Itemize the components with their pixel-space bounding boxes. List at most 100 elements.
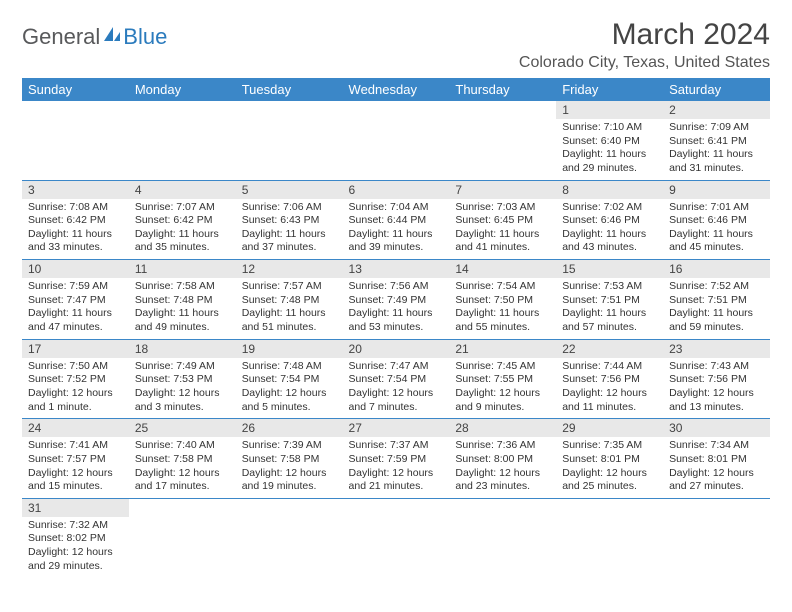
brand-part2: Blue xyxy=(123,24,167,50)
weekday-header: Monday xyxy=(129,78,236,101)
day-info: Sunrise: 7:34 AMSunset: 8:01 PMDaylight:… xyxy=(663,437,770,498)
day-number: 11 xyxy=(129,260,236,278)
day-info: Sunrise: 7:09 AMSunset: 6:41 PMDaylight:… xyxy=(663,119,770,180)
day-info: Sunrise: 7:59 AMSunset: 7:47 PMDaylight:… xyxy=(22,278,129,339)
day-info: Sunrise: 7:43 AMSunset: 7:56 PMDaylight:… xyxy=(663,358,770,419)
day-number: 2 xyxy=(663,101,770,119)
day-info: Sunrise: 7:47 AMSunset: 7:54 PMDaylight:… xyxy=(343,358,450,419)
day-number: 15 xyxy=(556,260,663,278)
calendar-row: 31Sunrise: 7:32 AMSunset: 8:02 PMDayligh… xyxy=(22,498,770,577)
brand-part1: General xyxy=(22,24,100,50)
sail-icon xyxy=(102,25,122,48)
calendar-cell: 4Sunrise: 7:07 AMSunset: 6:42 PMDaylight… xyxy=(129,180,236,260)
day-info: Sunrise: 7:48 AMSunset: 7:54 PMDaylight:… xyxy=(236,358,343,419)
calendar-cell: 19Sunrise: 7:48 AMSunset: 7:54 PMDayligh… xyxy=(236,339,343,419)
day-number: 21 xyxy=(449,340,556,358)
day-info: Sunrise: 7:36 AMSunset: 8:00 PMDaylight:… xyxy=(449,437,556,498)
calendar-cell: 25Sunrise: 7:40 AMSunset: 7:58 PMDayligh… xyxy=(129,419,236,499)
calendar-cell-empty xyxy=(236,101,343,180)
calendar-cell: 5Sunrise: 7:06 AMSunset: 6:43 PMDaylight… xyxy=(236,180,343,260)
day-info: Sunrise: 7:45 AMSunset: 7:55 PMDaylight:… xyxy=(449,358,556,419)
day-info: Sunrise: 7:52 AMSunset: 7:51 PMDaylight:… xyxy=(663,278,770,339)
weekday-header: Saturday xyxy=(663,78,770,101)
calendar-cell-empty xyxy=(556,498,663,577)
day-info: Sunrise: 7:07 AMSunset: 6:42 PMDaylight:… xyxy=(129,199,236,260)
day-number: 8 xyxy=(556,181,663,199)
calendar-cell: 9Sunrise: 7:01 AMSunset: 6:46 PMDaylight… xyxy=(663,180,770,260)
day-info: Sunrise: 7:32 AMSunset: 8:02 PMDaylight:… xyxy=(22,517,129,578)
day-info: Sunrise: 7:35 AMSunset: 8:01 PMDaylight:… xyxy=(556,437,663,498)
calendar-cell: 24Sunrise: 7:41 AMSunset: 7:57 PMDayligh… xyxy=(22,419,129,499)
day-number: 7 xyxy=(449,181,556,199)
header: General Blue March 2024 Colorado City, T… xyxy=(22,18,770,72)
day-number: 20 xyxy=(343,340,450,358)
calendar-row: 24Sunrise: 7:41 AMSunset: 7:57 PMDayligh… xyxy=(22,419,770,499)
calendar-cell: 31Sunrise: 7:32 AMSunset: 8:02 PMDayligh… xyxy=(22,498,129,577)
calendar-cell: 14Sunrise: 7:54 AMSunset: 7:50 PMDayligh… xyxy=(449,260,556,340)
calendar-cell: 20Sunrise: 7:47 AMSunset: 7:54 PMDayligh… xyxy=(343,339,450,419)
day-number: 10 xyxy=(22,260,129,278)
day-info: Sunrise: 7:02 AMSunset: 6:46 PMDaylight:… xyxy=(556,199,663,260)
weekday-header: Thursday xyxy=(449,78,556,101)
weekday-header-row: SundayMondayTuesdayWednesdayThursdayFrid… xyxy=(22,78,770,101)
day-number: 22 xyxy=(556,340,663,358)
day-info: Sunrise: 7:56 AMSunset: 7:49 PMDaylight:… xyxy=(343,278,450,339)
day-info: Sunrise: 7:37 AMSunset: 7:59 PMDaylight:… xyxy=(343,437,450,498)
day-info: Sunrise: 7:03 AMSunset: 6:45 PMDaylight:… xyxy=(449,199,556,260)
day-info: Sunrise: 7:01 AMSunset: 6:46 PMDaylight:… xyxy=(663,199,770,260)
calendar-cell: 8Sunrise: 7:02 AMSunset: 6:46 PMDaylight… xyxy=(556,180,663,260)
day-info: Sunrise: 7:41 AMSunset: 7:57 PMDaylight:… xyxy=(22,437,129,498)
day-info: Sunrise: 7:40 AMSunset: 7:58 PMDaylight:… xyxy=(129,437,236,498)
calendar-cell: 3Sunrise: 7:08 AMSunset: 6:42 PMDaylight… xyxy=(22,180,129,260)
day-info: Sunrise: 7:53 AMSunset: 7:51 PMDaylight:… xyxy=(556,278,663,339)
calendar-cell-empty xyxy=(22,101,129,180)
day-number: 12 xyxy=(236,260,343,278)
calendar-cell-empty xyxy=(236,498,343,577)
day-number: 14 xyxy=(449,260,556,278)
day-info: Sunrise: 7:49 AMSunset: 7:53 PMDaylight:… xyxy=(129,358,236,419)
day-number: 1 xyxy=(556,101,663,119)
weekday-header: Friday xyxy=(556,78,663,101)
calendar-cell: 12Sunrise: 7:57 AMSunset: 7:48 PMDayligh… xyxy=(236,260,343,340)
day-number: 19 xyxy=(236,340,343,358)
calendar-cell: 21Sunrise: 7:45 AMSunset: 7:55 PMDayligh… xyxy=(449,339,556,419)
calendar-cell: 18Sunrise: 7:49 AMSunset: 7:53 PMDayligh… xyxy=(129,339,236,419)
calendar-row: 17Sunrise: 7:50 AMSunset: 7:52 PMDayligh… xyxy=(22,339,770,419)
calendar-cell: 10Sunrise: 7:59 AMSunset: 7:47 PMDayligh… xyxy=(22,260,129,340)
calendar-row: 1Sunrise: 7:10 AMSunset: 6:40 PMDaylight… xyxy=(22,101,770,180)
calendar-cell: 7Sunrise: 7:03 AMSunset: 6:45 PMDaylight… xyxy=(449,180,556,260)
day-info: Sunrise: 7:50 AMSunset: 7:52 PMDaylight:… xyxy=(22,358,129,419)
calendar-cell-empty xyxy=(449,101,556,180)
calendar-cell: 22Sunrise: 7:44 AMSunset: 7:56 PMDayligh… xyxy=(556,339,663,419)
calendar-body: 1Sunrise: 7:10 AMSunset: 6:40 PMDaylight… xyxy=(22,101,770,577)
day-info: Sunrise: 7:57 AMSunset: 7:48 PMDaylight:… xyxy=(236,278,343,339)
calendar-row: 10Sunrise: 7:59 AMSunset: 7:47 PMDayligh… xyxy=(22,260,770,340)
calendar-cell-empty xyxy=(129,498,236,577)
page-title: March 2024 xyxy=(519,18,770,52)
weekday-header: Tuesday xyxy=(236,78,343,101)
day-number: 27 xyxy=(343,419,450,437)
day-info: Sunrise: 7:54 AMSunset: 7:50 PMDaylight:… xyxy=(449,278,556,339)
weekday-header: Wednesday xyxy=(343,78,450,101)
calendar-cell: 13Sunrise: 7:56 AMSunset: 7:49 PMDayligh… xyxy=(343,260,450,340)
calendar-cell: 6Sunrise: 7:04 AMSunset: 6:44 PMDaylight… xyxy=(343,180,450,260)
day-number: 13 xyxy=(343,260,450,278)
calendar-cell: 28Sunrise: 7:36 AMSunset: 8:00 PMDayligh… xyxy=(449,419,556,499)
day-number: 31 xyxy=(22,499,129,517)
calendar-cell: 2Sunrise: 7:09 AMSunset: 6:41 PMDaylight… xyxy=(663,101,770,180)
day-number: 4 xyxy=(129,181,236,199)
day-number: 24 xyxy=(22,419,129,437)
calendar-cell: 29Sunrise: 7:35 AMSunset: 8:01 PMDayligh… xyxy=(556,419,663,499)
day-info: Sunrise: 7:10 AMSunset: 6:40 PMDaylight:… xyxy=(556,119,663,180)
day-number: 26 xyxy=(236,419,343,437)
day-number: 28 xyxy=(449,419,556,437)
day-number: 25 xyxy=(129,419,236,437)
calendar-cell-empty xyxy=(129,101,236,180)
day-info: Sunrise: 7:08 AMSunset: 6:42 PMDaylight:… xyxy=(22,199,129,260)
calendar-cell-empty xyxy=(343,498,450,577)
day-info: Sunrise: 7:06 AMSunset: 6:43 PMDaylight:… xyxy=(236,199,343,260)
calendar-cell: 16Sunrise: 7:52 AMSunset: 7:51 PMDayligh… xyxy=(663,260,770,340)
day-number: 6 xyxy=(343,181,450,199)
day-number: 18 xyxy=(129,340,236,358)
day-number: 29 xyxy=(556,419,663,437)
